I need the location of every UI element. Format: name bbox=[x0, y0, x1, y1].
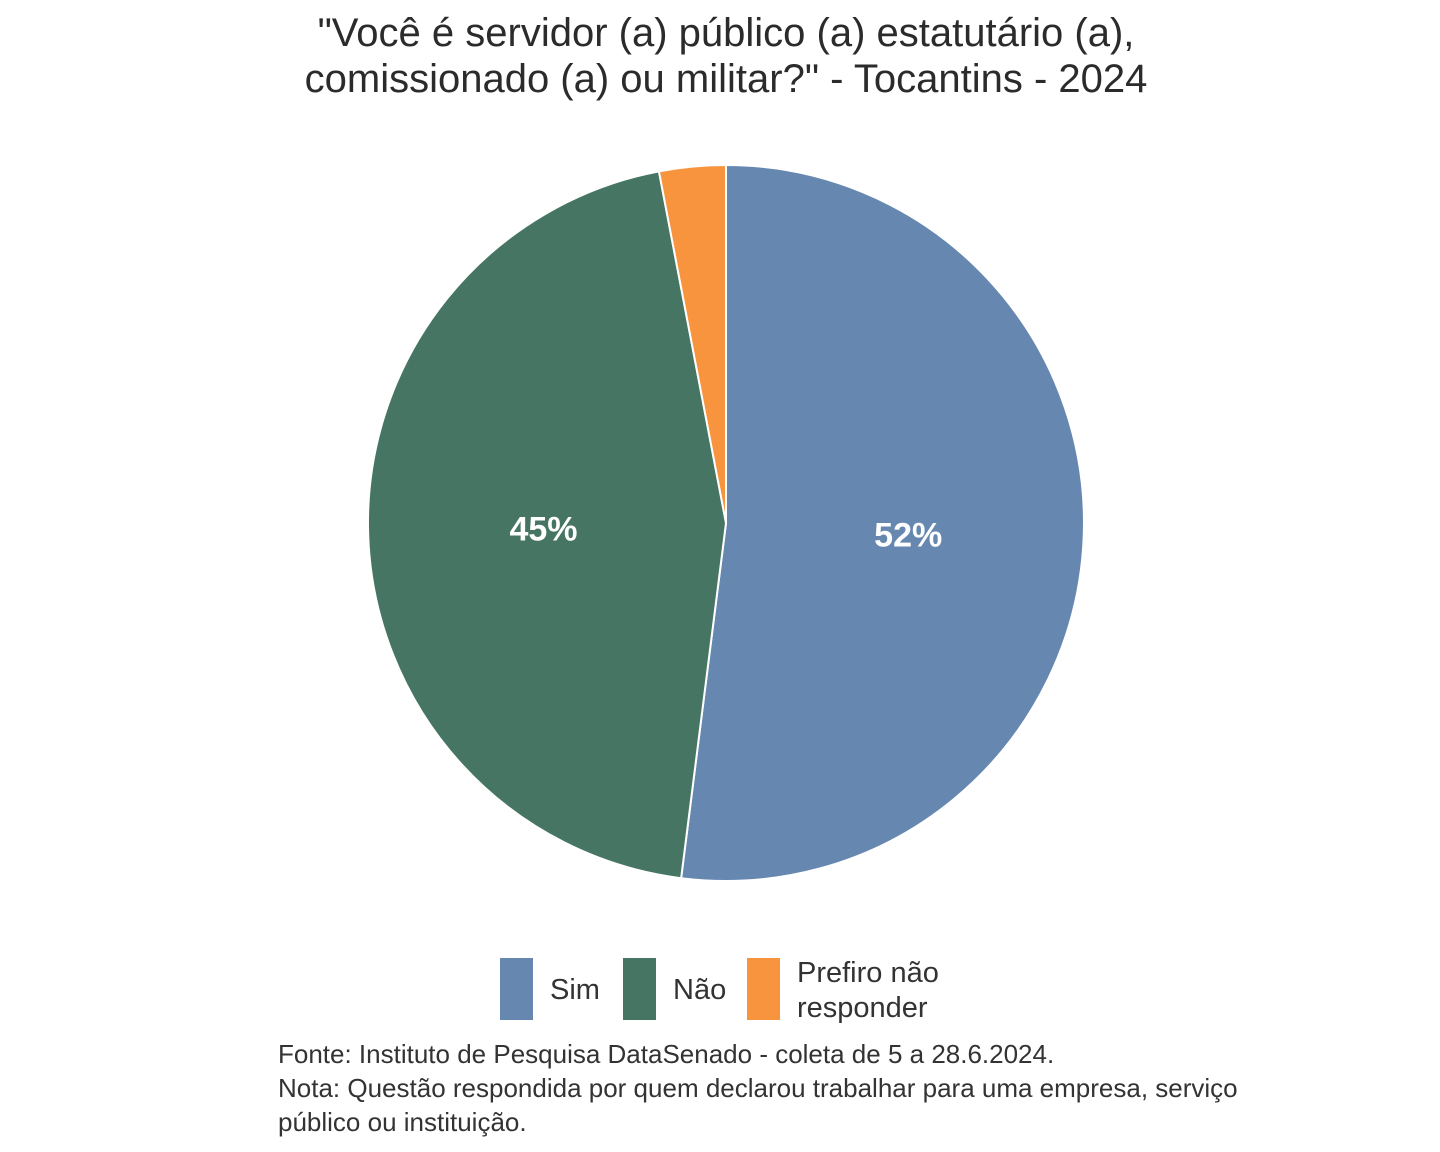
pie-slice-prefiro-nao-responder bbox=[657, 163, 727, 524]
legend-label-nao: Não bbox=[673, 974, 727, 1006]
caption-source: Fonte: Instituto de Pesquisa DataSenado … bbox=[278, 1039, 1055, 1069]
pie-slice-sim bbox=[680, 163, 1085, 882]
chart-title-line-1: "Você é servidor (a) público (a) estatut… bbox=[317, 11, 1135, 55]
legend-key-prefiro-nao-responder bbox=[747, 958, 780, 1020]
legend-key-nao bbox=[623, 958, 656, 1020]
slice-label-sim: 52% bbox=[874, 517, 942, 555]
chart-title-line-2: comissionado (a) ou militar?" - Tocantin… bbox=[304, 57, 1148, 101]
legend-label-sim: Sim bbox=[550, 974, 600, 1006]
chart-title: "Você é servidor (a) público (a) estatut… bbox=[0, 10, 1440, 102]
chart-caption: Fonte: Instituto de Pesquisa DataSenado … bbox=[278, 1037, 1440, 1139]
legend-key-sim bbox=[500, 958, 533, 1020]
slice-label-nao: 45% bbox=[509, 511, 577, 549]
pie-chart: 52% 45% bbox=[367, 163, 1085, 882]
caption-note-line-2: público ou instituição. bbox=[278, 1107, 527, 1137]
pie-slice-nao bbox=[367, 170, 728, 880]
caption-note-line-1: Nota: Questão respondida por quem declar… bbox=[278, 1073, 1238, 1103]
legend-label-prefiro-nao-responder: Prefiro não responder bbox=[797, 957, 939, 1024]
